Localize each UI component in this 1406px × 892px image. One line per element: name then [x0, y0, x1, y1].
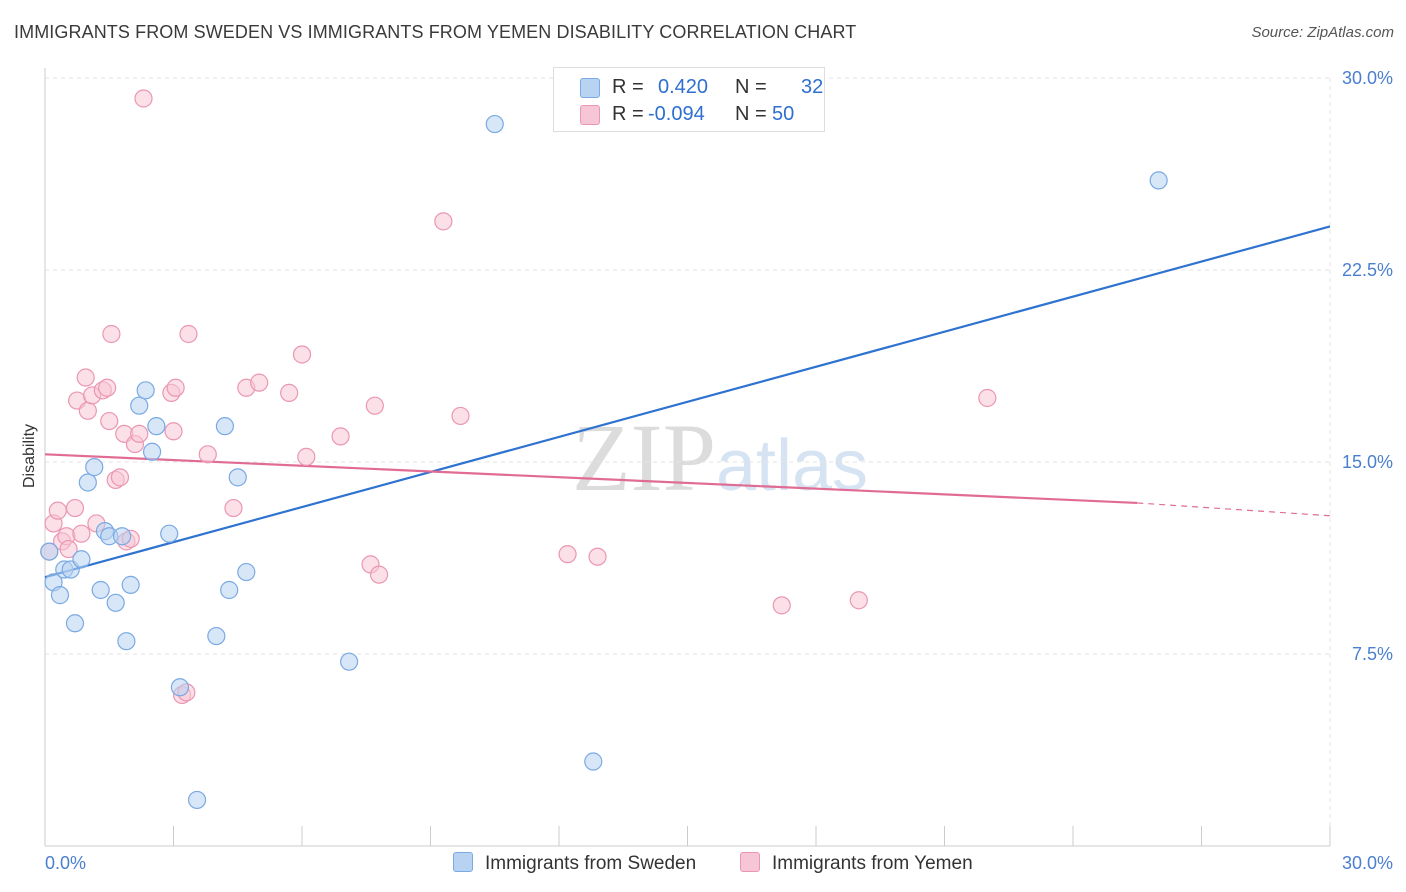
sweden-point — [170, 678, 190, 697]
yemen-point — [100, 411, 119, 431]
yemen-point — [849, 591, 868, 610]
sweden-r-label: R = — [612, 76, 644, 98]
yemen-point — [370, 565, 389, 584]
yemen-point — [198, 445, 217, 464]
yemen-point — [558, 545, 577, 564]
sweden-swatch — [580, 78, 600, 98]
sweden-point — [237, 562, 256, 582]
yemen-point — [772, 596, 791, 615]
yemen-point — [72, 524, 91, 543]
sweden-point — [85, 458, 104, 477]
sweden-point — [584, 752, 603, 771]
correlation-legend: R = 0.420 N = 32 R = -0.094 N = 50 — [553, 67, 825, 132]
yemen-point — [110, 468, 130, 487]
sweden-n-value: 32 — [801, 76, 824, 98]
y-axis-label: Disability — [21, 424, 38, 488]
yemen-swatch — [580, 105, 600, 125]
data-points — [40, 89, 1168, 810]
chart-source: Source: ZipAtlas.com — [1251, 24, 1394, 41]
sweden-point — [121, 575, 140, 594]
yemen-point — [179, 324, 198, 344]
sweden-point — [160, 524, 179, 543]
yemen-legend-swatch — [740, 852, 760, 872]
sweden-point — [106, 593, 125, 612]
sweden-point — [485, 114, 504, 134]
yemen-n-value: 50 — [772, 103, 795, 125]
sweden-point — [187, 790, 207, 810]
yemen-r-label: R = — [612, 103, 644, 125]
yemen-point — [98, 378, 117, 397]
yemen-point — [78, 401, 97, 420]
yemen-point — [978, 388, 997, 408]
yemen-legend-label: Immigrants from Yemen — [772, 853, 973, 874]
yemen-trend-line-extension — [1137, 502, 1331, 517]
bottom-legend-sweden: Immigrants from Sweden — [453, 852, 696, 875]
sweden-r-value: 0.420 — [658, 76, 709, 98]
sweden-legend-swatch — [453, 852, 473, 872]
yemen-point — [434, 212, 453, 231]
y-tick-label: 22.5% — [1342, 260, 1393, 280]
sweden-point — [207, 626, 226, 646]
sweden-point — [228, 468, 247, 487]
y-tick-label: 30.0% — [1342, 68, 1393, 88]
yemen-point — [134, 89, 153, 108]
axes — [44, 68, 1331, 847]
yemen-point — [250, 373, 269, 392]
sweden-point — [220, 580, 239, 600]
x-tick-label: 0.0% — [45, 853, 86, 873]
sweden-point — [130, 396, 149, 415]
y-tick-labels: 7.5% 15.0% 22.5% 30.0% — [1342, 68, 1393, 664]
yemen-r-value: -0.094 — [648, 103, 705, 125]
chart-title: IMMIGRANTS FROM SWEDEN VS IMMIGRANTS FRO… — [14, 22, 857, 42]
sweden-point — [340, 652, 359, 671]
x-tick-label: 30.0% — [1342, 853, 1393, 873]
yemen-n-label: N = — [735, 103, 767, 125]
sweden-point — [72, 550, 91, 569]
sweden-legend-label: Immigrants from Sweden — [485, 853, 697, 874]
yemen-point — [588, 547, 607, 566]
sweden-point — [142, 442, 162, 461]
sweden-point — [112, 527, 132, 546]
yemen-trend-line — [44, 453, 1138, 505]
yemen-point — [130, 424, 149, 443]
yemen-point — [331, 427, 350, 446]
yemen-point — [164, 422, 183, 441]
y-tick-label: 7.5% — [1352, 644, 1393, 664]
yemen-point — [365, 396, 384, 415]
watermark: ZIPatlas — [572, 404, 868, 511]
sweden-point — [147, 417, 166, 436]
yemen-point — [224, 498, 243, 518]
sweden-point — [215, 417, 234, 436]
yemen-point — [48, 501, 67, 520]
yemen-point — [65, 498, 85, 518]
yemen-point — [297, 447, 316, 466]
sweden-n-label: N = — [735, 76, 767, 98]
yemen-point — [76, 368, 95, 387]
sweden-point — [136, 381, 155, 400]
sweden-point — [1149, 171, 1168, 190]
sweden-trend-line — [44, 225, 1331, 579]
sweden-point — [65, 614, 85, 633]
y-tick-label: 15.0% — [1342, 452, 1393, 472]
sweden-point — [40, 542, 59, 561]
sweden-point — [91, 580, 110, 600]
yemen-point — [166, 378, 185, 397]
yemen-point — [102, 324, 121, 344]
yemen-point — [292, 345, 312, 364]
yemen-point — [451, 406, 470, 426]
yemen-point — [59, 539, 78, 559]
sweden-point — [117, 632, 136, 651]
trend-lines — [44, 225, 1331, 579]
sweden-point — [78, 473, 97, 492]
yemen-point — [280, 383, 299, 402]
x-tick-labels: 0.0% 30.0% — [45, 853, 1393, 873]
sweden-point — [50, 586, 70, 605]
bottom-legend-yemen: Immigrants from Yemen — [740, 852, 973, 875]
